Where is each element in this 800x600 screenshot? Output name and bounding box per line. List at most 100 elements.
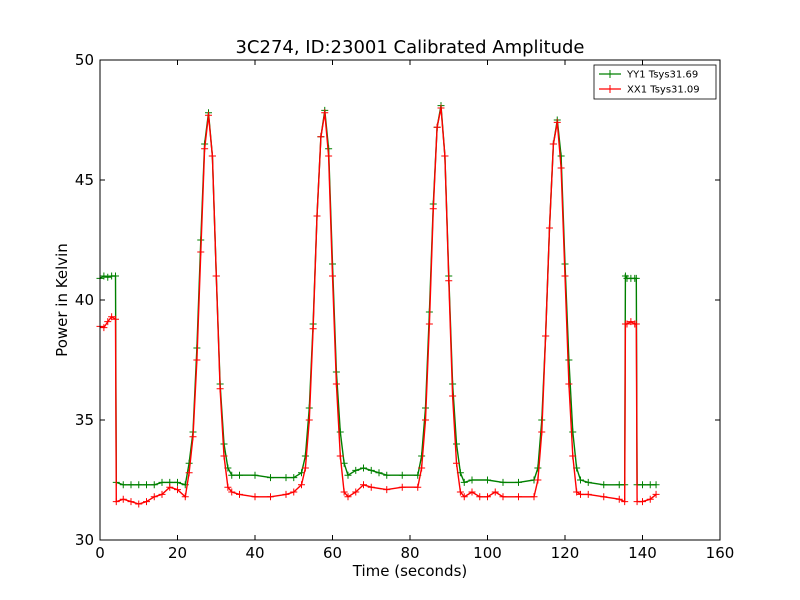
data-point	[158, 490, 166, 498]
data-point	[530, 493, 538, 501]
data-point	[352, 488, 360, 496]
data-point	[573, 488, 581, 496]
data-point	[367, 466, 375, 474]
y-tick-label: 40	[75, 291, 94, 309]
data-point	[627, 318, 635, 326]
data-point	[189, 433, 197, 441]
data-point	[332, 380, 340, 388]
data-point	[197, 248, 205, 256]
data-point	[456, 488, 464, 496]
data-point	[367, 483, 375, 491]
data-point	[344, 471, 352, 479]
x-tick-label: 60	[323, 544, 342, 562]
data-point	[569, 428, 577, 436]
data-point	[112, 498, 120, 506]
data-point	[193, 356, 201, 364]
data-point	[484, 493, 491, 501]
data-point	[453, 440, 460, 448]
data-point	[375, 469, 383, 477]
data-point	[251, 493, 259, 501]
data-point	[383, 486, 391, 494]
x-tick-label: 160	[706, 544, 735, 562]
x-tick-label: 0	[95, 544, 105, 562]
data-point	[313, 212, 321, 220]
x-axis-label: Time (seconds)	[352, 562, 468, 580]
data-point	[600, 493, 608, 501]
data-point	[565, 380, 573, 388]
data-point	[453, 459, 460, 467]
data-point	[309, 325, 317, 333]
data-point	[646, 495, 654, 503]
data-point	[282, 474, 290, 482]
data-point	[360, 481, 367, 489]
data-point	[216, 385, 224, 393]
data-point	[418, 464, 426, 472]
data-point	[639, 498, 646, 506]
data-point	[112, 272, 119, 280]
data-point	[135, 481, 143, 489]
data-point	[398, 471, 406, 479]
data-point	[449, 392, 457, 400]
data-point	[119, 495, 127, 503]
data-point	[632, 274, 640, 282]
legend-box	[593, 64, 717, 100]
data-point	[185, 469, 193, 477]
data-point	[422, 416, 429, 424]
data-point	[621, 498, 629, 506]
data-point	[460, 478, 468, 486]
data-point	[208, 152, 216, 160]
data-point	[542, 332, 550, 340]
x-tick-label: 80	[400, 544, 419, 562]
data-point	[499, 478, 507, 486]
series-line	[99, 107, 657, 505]
data-point	[632, 320, 640, 328]
data-point	[437, 104, 445, 112]
data-point	[290, 474, 298, 482]
series-layer	[96, 102, 660, 508]
data-point	[228, 488, 236, 496]
data-point	[135, 500, 143, 508]
data-point	[484, 476, 491, 484]
data-point	[336, 428, 344, 436]
data-point	[468, 488, 476, 496]
data-point	[340, 488, 348, 496]
data-point	[104, 318, 112, 326]
data-point	[298, 481, 305, 489]
data-point	[325, 152, 333, 160]
data-point	[445, 277, 453, 285]
x-tick-label: 120	[551, 544, 580, 562]
data-point	[228, 471, 236, 479]
data-point	[577, 490, 584, 498]
y-tick-label: 30	[75, 531, 94, 549]
data-point	[267, 493, 274, 501]
data-point	[212, 272, 220, 280]
data-point	[425, 320, 433, 328]
data-point	[344, 493, 352, 501]
data-point	[534, 476, 542, 484]
data-point	[321, 109, 329, 117]
data-point	[236, 490, 243, 498]
data-point	[282, 490, 290, 498]
data-point	[534, 464, 542, 472]
legend-entry-label: YY1 Tsys31.69	[626, 70, 698, 81]
data-point	[652, 490, 660, 498]
data-point	[433, 123, 441, 131]
data-point	[584, 478, 592, 486]
y-tick-label: 50	[75, 51, 94, 69]
data-point	[150, 481, 158, 489]
data-point	[429, 205, 437, 213]
data-point	[546, 224, 553, 232]
data-point	[553, 118, 561, 126]
data-point	[600, 481, 608, 489]
plot-area-frame	[99, 59, 721, 541]
x-tick-label: 140	[628, 544, 657, 562]
data-point	[383, 471, 391, 479]
data-point	[185, 459, 193, 467]
data-point	[577, 476, 584, 484]
data-point	[414, 483, 422, 491]
data-point	[158, 478, 166, 486]
data-point	[100, 324, 108, 332]
data-point	[166, 483, 174, 491]
y-tick-label: 35	[75, 411, 94, 429]
y-axis-ticks: 30 35 40 45 50	[75, 51, 720, 549]
